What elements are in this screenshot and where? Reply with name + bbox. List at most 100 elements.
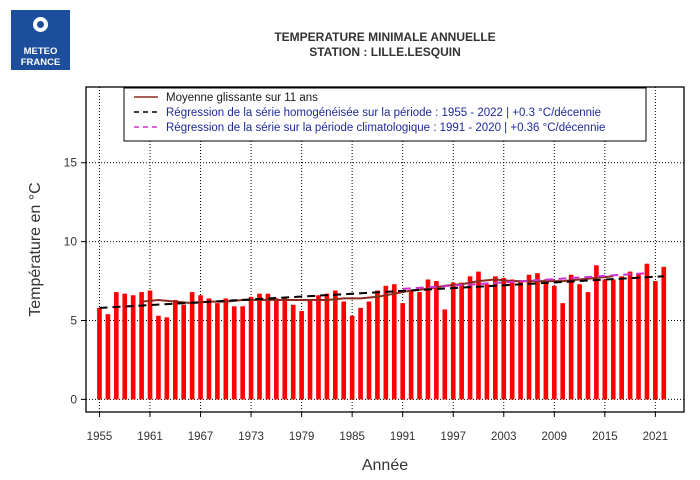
bar-1976 xyxy=(274,298,279,400)
bar-2006 xyxy=(526,274,532,400)
bar-1959 xyxy=(130,295,136,400)
legend-label-3: Régression de la série sur la période cl… xyxy=(166,122,605,134)
bar-1966 xyxy=(189,292,195,400)
bar-1987 xyxy=(366,301,372,400)
bar-1971 xyxy=(231,306,237,400)
bar-2015 xyxy=(602,279,608,400)
bar-2004 xyxy=(509,279,515,400)
bar-2003 xyxy=(501,277,507,400)
bar-1955 xyxy=(97,307,102,400)
bar-1991 xyxy=(400,303,406,400)
bar-1980 xyxy=(307,299,313,400)
bar-2010 xyxy=(560,303,566,400)
logo-text-line2: FRANCE xyxy=(20,57,61,68)
bar-2000 xyxy=(476,271,481,400)
bar-2021 xyxy=(653,281,658,400)
chart-title: TEMPERATURE MINIMALE ANNUELLE xyxy=(274,30,496,44)
bar-2019 xyxy=(636,273,641,400)
series-line-2 xyxy=(99,275,664,309)
bar-1972 xyxy=(240,306,245,400)
bar-1994 xyxy=(425,279,431,400)
legend-box xyxy=(123,87,647,142)
x-tick-label: 2009 xyxy=(541,431,567,443)
bar-1977 xyxy=(282,298,288,400)
x-tick-label: 1967 xyxy=(188,431,214,443)
bar-1962 xyxy=(156,315,161,400)
y-tick-label: 15 xyxy=(64,156,78,170)
y-tick-label: 5 xyxy=(70,313,77,327)
bar-1957 xyxy=(114,292,119,400)
bar-1960 xyxy=(139,292,144,400)
bar-1969 xyxy=(215,303,220,400)
series-line-3 xyxy=(402,272,647,290)
bar-1956 xyxy=(105,314,111,400)
bar-2011 xyxy=(568,274,574,400)
x-tick-label: 1985 xyxy=(339,431,365,443)
logo-text-line1: METEO xyxy=(23,46,58,57)
bar-1981 xyxy=(316,295,321,400)
bar-1984 xyxy=(341,301,347,400)
plot-frame xyxy=(85,86,685,413)
bar-1970 xyxy=(223,298,229,400)
bar-1958 xyxy=(122,293,128,400)
x-tick-label: 2003 xyxy=(491,431,517,443)
x-tick-label: 2015 xyxy=(592,431,618,443)
meteo-france-emblem-icon xyxy=(33,17,48,32)
y-tick-label: 10 xyxy=(64,235,78,249)
bar-2001 xyxy=(484,284,490,400)
x-tick-label: 2021 xyxy=(643,431,669,443)
bar-1974 xyxy=(257,293,262,400)
bar-2022 xyxy=(661,266,667,400)
bar-2012 xyxy=(577,284,582,400)
bar-1985 xyxy=(349,315,355,400)
bar-2002 xyxy=(493,276,498,400)
bar-1993 xyxy=(417,292,422,400)
bar-1989 xyxy=(383,285,389,400)
x-tick-label: 1961 xyxy=(137,431,163,443)
bar-1992 xyxy=(408,290,414,400)
bar-2013 xyxy=(585,292,591,400)
bar-1964 xyxy=(172,299,178,400)
bar-2017 xyxy=(619,276,624,400)
meteo-france-logo: METEO FRANCE xyxy=(11,10,70,70)
y-tick-label: 0 xyxy=(70,392,77,406)
bar-2014 xyxy=(594,265,599,400)
bar-1979 xyxy=(299,311,304,400)
bar-1967 xyxy=(198,295,203,400)
legend-label-2: Régression de la série homogénéisée sur … xyxy=(166,107,601,119)
bar-1978 xyxy=(290,304,296,400)
bar-1996 xyxy=(442,309,448,400)
bar-1968 xyxy=(206,298,212,400)
bar-1990 xyxy=(391,284,397,400)
bar-1997 xyxy=(450,282,456,400)
bar-2007 xyxy=(535,273,540,400)
bar-1961 xyxy=(147,290,153,400)
bar-1983 xyxy=(332,290,338,400)
bar-2020 xyxy=(644,263,650,400)
bar-1973 xyxy=(248,296,254,400)
bar-1965 xyxy=(181,304,187,400)
x-tick-label: 1973 xyxy=(238,431,264,443)
x-tick-label: 1979 xyxy=(289,431,315,443)
x-tick-label: 1991 xyxy=(390,431,416,443)
bar-1995 xyxy=(434,281,439,400)
legend-label-1: Moyenne glissante sur 11 ans xyxy=(166,92,318,104)
bar-2016 xyxy=(610,279,616,400)
bar-2005 xyxy=(518,281,523,400)
bar-1998 xyxy=(459,282,464,400)
bar-2008 xyxy=(543,279,549,400)
bar-1988 xyxy=(375,290,380,400)
bar-1999 xyxy=(467,276,473,400)
x-tick-label: 1997 xyxy=(440,431,466,443)
y-axis-label: Température en °C xyxy=(27,182,44,316)
bar-2018 xyxy=(627,271,633,400)
bar-1963 xyxy=(164,317,170,400)
x-tick-label: 1955 xyxy=(87,431,113,443)
x-axis-label: Année xyxy=(362,457,408,474)
chart-subtitle: STATION : LILLE.LESQUIN xyxy=(309,45,461,59)
bar-1982 xyxy=(324,293,330,400)
bar-1975 xyxy=(265,293,271,400)
bar-2009 xyxy=(551,285,557,400)
bar-1986 xyxy=(358,307,363,400)
